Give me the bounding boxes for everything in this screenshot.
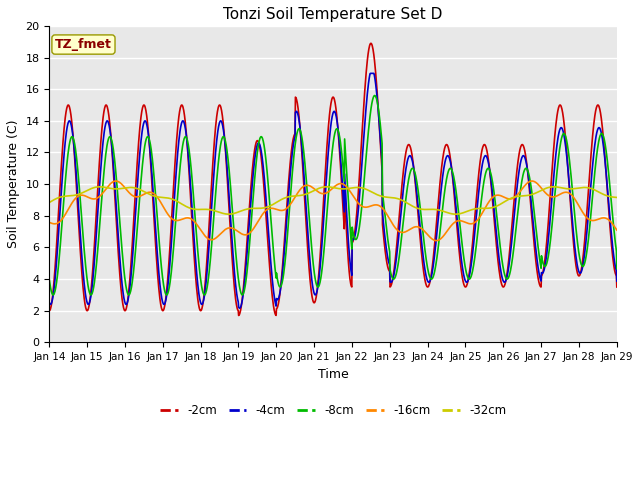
-2cm xyxy=(367,40,374,46)
-16cm xyxy=(613,227,621,233)
-16cm xyxy=(308,184,316,190)
-8cm xyxy=(287,193,294,199)
-4cm xyxy=(90,272,97,278)
-32cm xyxy=(452,211,460,217)
-8cm xyxy=(113,180,120,185)
-4cm xyxy=(308,282,316,288)
-2cm xyxy=(308,296,316,301)
-16cm xyxy=(286,202,294,207)
-8cm xyxy=(298,137,306,143)
Line: -16cm: -16cm xyxy=(49,181,617,240)
X-axis label: Time: Time xyxy=(317,368,348,381)
-4cm xyxy=(236,305,244,311)
-16cm xyxy=(298,185,306,191)
-32cm xyxy=(613,194,621,200)
Line: -32cm: -32cm xyxy=(49,187,617,214)
-2cm xyxy=(287,157,294,163)
-32cm xyxy=(113,186,120,192)
-8cm xyxy=(49,292,57,298)
-8cm xyxy=(45,277,53,283)
-32cm xyxy=(287,193,294,199)
-4cm xyxy=(287,168,294,174)
Legend: -2cm, -4cm, -8cm, -16cm, -32cm: -2cm, -4cm, -8cm, -16cm, -32cm xyxy=(155,399,511,421)
-4cm xyxy=(45,300,53,306)
-16cm xyxy=(369,203,376,208)
-8cm xyxy=(613,265,621,271)
-32cm xyxy=(96,184,104,190)
-16cm xyxy=(90,196,97,202)
-4cm xyxy=(367,71,374,76)
-32cm xyxy=(45,200,53,205)
-16cm xyxy=(433,238,440,243)
-2cm xyxy=(235,312,243,318)
-32cm xyxy=(369,190,376,195)
-8cm xyxy=(371,93,378,98)
-32cm xyxy=(298,192,306,198)
-32cm xyxy=(308,189,316,194)
-8cm xyxy=(90,284,97,290)
-8cm xyxy=(369,97,376,103)
-4cm xyxy=(113,204,120,210)
-8cm xyxy=(308,253,316,259)
-4cm xyxy=(298,148,306,154)
-32cm xyxy=(90,185,97,191)
-4cm xyxy=(613,278,621,284)
-16cm xyxy=(113,178,120,184)
Text: TZ_fmet: TZ_fmet xyxy=(55,38,112,51)
-16cm xyxy=(528,178,536,184)
-4cm xyxy=(369,71,377,76)
Title: Tonzi Soil Temperature Set D: Tonzi Soil Temperature Set D xyxy=(223,7,443,22)
-16cm xyxy=(45,219,53,225)
-2cm xyxy=(113,218,120,224)
-2cm xyxy=(90,260,97,265)
-2cm xyxy=(45,308,53,313)
Y-axis label: Soil Temperature (C): Soil Temperature (C) xyxy=(7,120,20,248)
Line: -4cm: -4cm xyxy=(49,73,617,308)
-2cm xyxy=(369,47,377,52)
Line: -2cm: -2cm xyxy=(49,43,617,315)
Line: -8cm: -8cm xyxy=(49,96,617,295)
-2cm xyxy=(298,156,306,162)
-2cm xyxy=(613,284,621,290)
